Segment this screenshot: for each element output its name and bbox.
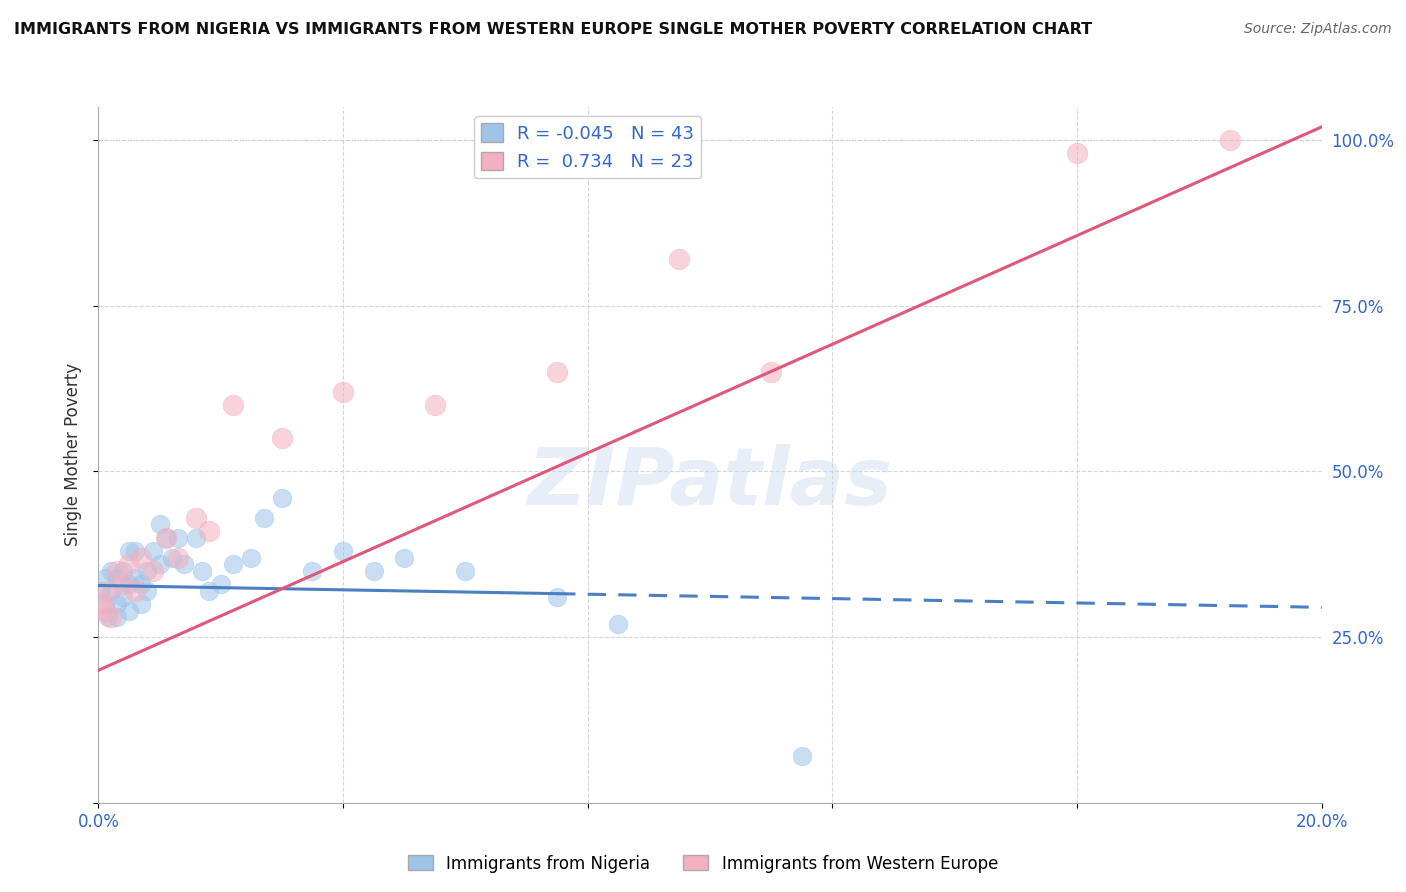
- Point: [100, 610, 122, 624]
- Point: [100, 583, 122, 598]
- Point: [191, 564, 214, 578]
- Point: [454, 564, 477, 578]
- Point: [129, 577, 152, 591]
- Point: [222, 398, 245, 412]
- Point: [423, 398, 446, 412]
- Text: IMMIGRANTS FROM NIGERIA VS IMMIGRANTS FROM WESTERN EUROPE SINGLE MOTHER POVERTY : IMMIGRANTS FROM NIGERIA VS IMMIGRANTS FR…: [14, 22, 1092, 37]
- Point: [155, 531, 177, 545]
- Point: [93, 570, 115, 584]
- Point: [118, 544, 141, 558]
- Point: [93, 597, 115, 611]
- Point: [607, 616, 630, 631]
- Point: [167, 531, 190, 545]
- Point: [142, 544, 165, 558]
- Point: [97, 610, 120, 624]
- Point: [105, 597, 128, 611]
- Point: [118, 558, 141, 572]
- Point: [790, 749, 813, 764]
- Point: [392, 550, 416, 565]
- Point: [332, 384, 354, 399]
- Point: [90, 583, 112, 598]
- Point: [111, 577, 134, 591]
- Y-axis label: Single Mother Poverty: Single Mother Poverty: [65, 363, 83, 547]
- Point: [186, 511, 208, 525]
- Point: [546, 365, 568, 379]
- Point: [160, 550, 183, 565]
- Point: [124, 583, 146, 598]
- Point: [173, 558, 195, 572]
- Point: [105, 610, 128, 624]
- Point: [124, 570, 146, 584]
- Point: [100, 564, 122, 578]
- Point: [97, 583, 120, 598]
- Point: [111, 591, 134, 605]
- Legend: R = -0.045   N = 43, R =  0.734   N = 23: R = -0.045 N = 43, R = 0.734 N = 23: [474, 116, 702, 178]
- Point: [546, 591, 568, 605]
- Point: [197, 524, 219, 538]
- Point: [129, 597, 152, 611]
- Point: [105, 570, 128, 584]
- Point: [186, 531, 208, 545]
- Point: [209, 577, 232, 591]
- Point: [124, 544, 146, 558]
- Point: [93, 604, 115, 618]
- Point: [1066, 146, 1088, 161]
- Text: Source: ZipAtlas.com: Source: ZipAtlas.com: [1244, 22, 1392, 37]
- Point: [142, 564, 165, 578]
- Legend: Immigrants from Nigeria, Immigrants from Western Europe: Immigrants from Nigeria, Immigrants from…: [401, 848, 1005, 880]
- Point: [270, 431, 292, 445]
- Point: [363, 564, 385, 578]
- Point: [252, 511, 274, 525]
- Point: [118, 604, 141, 618]
- Point: [197, 583, 219, 598]
- Point: [149, 558, 172, 572]
- Point: [155, 531, 177, 545]
- Point: [105, 564, 128, 578]
- Point: [111, 564, 134, 578]
- Point: [240, 550, 263, 565]
- Point: [222, 558, 245, 572]
- Point: [759, 365, 782, 379]
- Point: [167, 550, 190, 565]
- Point: [1219, 133, 1241, 147]
- Point: [136, 564, 159, 578]
- Point: [149, 517, 172, 532]
- Point: [136, 583, 159, 598]
- Point: [668, 252, 690, 267]
- Point: [90, 597, 112, 611]
- Text: ZIPatlas: ZIPatlas: [527, 443, 893, 522]
- Point: [270, 491, 292, 505]
- Point: [118, 577, 141, 591]
- Point: [332, 544, 354, 558]
- Point: [129, 550, 152, 565]
- Point: [301, 564, 323, 578]
